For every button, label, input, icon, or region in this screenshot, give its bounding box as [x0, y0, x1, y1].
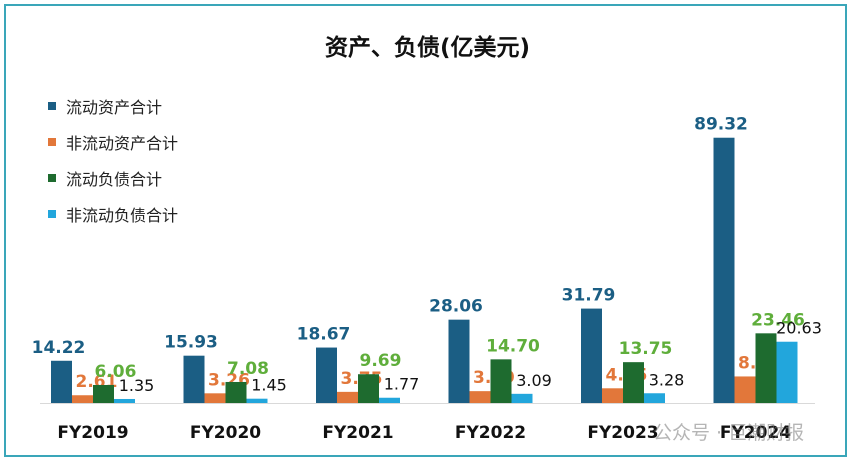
bar-group-fy2019: 14.222.616.061.35	[32, 338, 155, 403]
bar-current-assets-fy2022	[448, 319, 470, 403]
legend-item-current-assets: 流动资产合计	[48, 88, 178, 124]
bar-noncurrent-liabilities-fy2019	[114, 398, 135, 403]
bar-current-liabilities-fy2020	[225, 381, 247, 403]
data-label-noncurrent-liabilities-fy2022: 3.09	[516, 371, 552, 390]
data-label-noncurrent-liabilities-fy2023: 3.28	[649, 370, 685, 389]
legend-swatch-noncurrent-assets	[48, 138, 56, 146]
data-label-current-liabilities-fy2023: 13.75	[619, 339, 673, 359]
bar-noncurrent-liabilities-fy2020	[246, 398, 268, 403]
bar-noncurrent-assets-fy2023	[602, 388, 623, 403]
x-tick-label-fy2023: FY2023	[587, 423, 658, 443]
data-label-current-assets-fy2019: 14.22	[32, 338, 86, 358]
data-label-current-liabilities-fy2022: 14.70	[486, 336, 540, 356]
data-label-noncurrent-liabilities-fy2020: 1.45	[251, 376, 287, 395]
legend-item-noncurrent-assets: 非流动资产合计	[48, 124, 178, 160]
data-label-noncurrent-liabilities-fy2024: 20.63	[776, 319, 822, 338]
bar-noncurrent-assets-fy2020	[204, 393, 226, 403]
bar-current-assets-fy2024	[713, 137, 735, 403]
data-label-current-assets-fy2024: 89.32	[694, 115, 748, 135]
bar-current-liabilities-fy2024	[755, 333, 777, 403]
data-label-current-liabilities-fy2020: 7.08	[227, 359, 269, 379]
data-label-noncurrent-liabilities-fy2021: 1.77	[384, 375, 420, 394]
watermark-text: 公众号 · 巨潮财报	[653, 422, 805, 444]
legend-label-noncurrent-assets: 非流动资产合计	[66, 134, 179, 153]
bar-current-assets-fy2023	[581, 308, 602, 403]
bar-current-liabilities-fy2021	[358, 374, 379, 403]
bar-noncurrent-liabilities-fy2024	[776, 341, 798, 403]
x-tick-label-fy2022: FY2022	[455, 423, 526, 443]
data-label-current-assets-fy2022: 28.06	[429, 297, 483, 317]
data-label-current-assets-fy2023: 31.79	[562, 286, 616, 306]
data-label-current-liabilities-fy2024: 23.46	[751, 310, 805, 330]
bar-current-liabilities-fy2022	[490, 359, 512, 403]
bar-group-fy2020: 15.933.267.081.45	[164, 333, 287, 403]
chart-title: 资产、负债(亿美元)	[324, 35, 531, 61]
bar-current-liabilities-fy2019	[93, 385, 114, 403]
legend-label-noncurrent-liabilities: 非流动负债合计	[66, 206, 179, 225]
data-label-current-liabilities-fy2019: 6.06	[95, 362, 137, 382]
legend-swatch-current-liabilities	[48, 174, 56, 182]
bar-noncurrent-liabilities-fy2021	[379, 397, 400, 403]
legend-item-current-liabilities: 流动负债合计	[48, 160, 178, 196]
bar-group-fy2021: 18.673.759.691.77	[297, 325, 420, 403]
legend-swatch-noncurrent-liabilities	[48, 210, 56, 218]
chart-legend: 流动资产合计 非流动资产合计 流动负债合计 非流动负债合计	[48, 88, 178, 232]
bar-noncurrent-assets-fy2022	[469, 391, 491, 403]
bar-group-fy2023: 31.794.9513.753.28	[562, 286, 685, 403]
legend-label-current-assets: 流动资产合计	[66, 98, 163, 117]
bar-noncurrent-liabilities-fy2023	[644, 393, 665, 403]
legend-label-current-liabilities: 流动负债合计	[66, 170, 163, 189]
bar-current-assets-fy2021	[316, 347, 337, 403]
x-tick-label-fy2024: FY2024	[720, 423, 791, 443]
data-label-current-assets-fy2020: 15.93	[164, 333, 218, 353]
legend-item-noncurrent-liabilities: 非流动负债合计	[48, 196, 178, 232]
x-tick-label-fy2019: FY2019	[57, 423, 128, 443]
bar-noncurrent-assets-fy2019	[72, 395, 93, 403]
bar-current-assets-fy2020	[183, 355, 205, 403]
data-label-current-liabilities-fy2021: 9.69	[360, 351, 402, 371]
bar-current-liabilities-fy2023	[623, 362, 644, 403]
chart-frame	[4, 4, 847, 457]
x-tick-label-fy2020: FY2020	[190, 423, 261, 443]
bar-current-assets-fy2019	[51, 360, 72, 403]
bar-noncurrent-assets-fy2024	[734, 376, 756, 403]
x-tick-label-fy2021: FY2021	[322, 423, 393, 443]
bar-noncurrent-assets-fy2021	[337, 391, 358, 403]
legend-swatch-current-assets	[48, 102, 56, 110]
bar-group-fy2022: 28.063.9914.703.09	[429, 297, 552, 403]
bar-noncurrent-liabilities-fy2022	[511, 393, 533, 403]
data-label-noncurrent-liabilities-fy2019: 1.35	[119, 376, 155, 395]
data-label-current-assets-fy2021: 18.67	[297, 325, 351, 345]
